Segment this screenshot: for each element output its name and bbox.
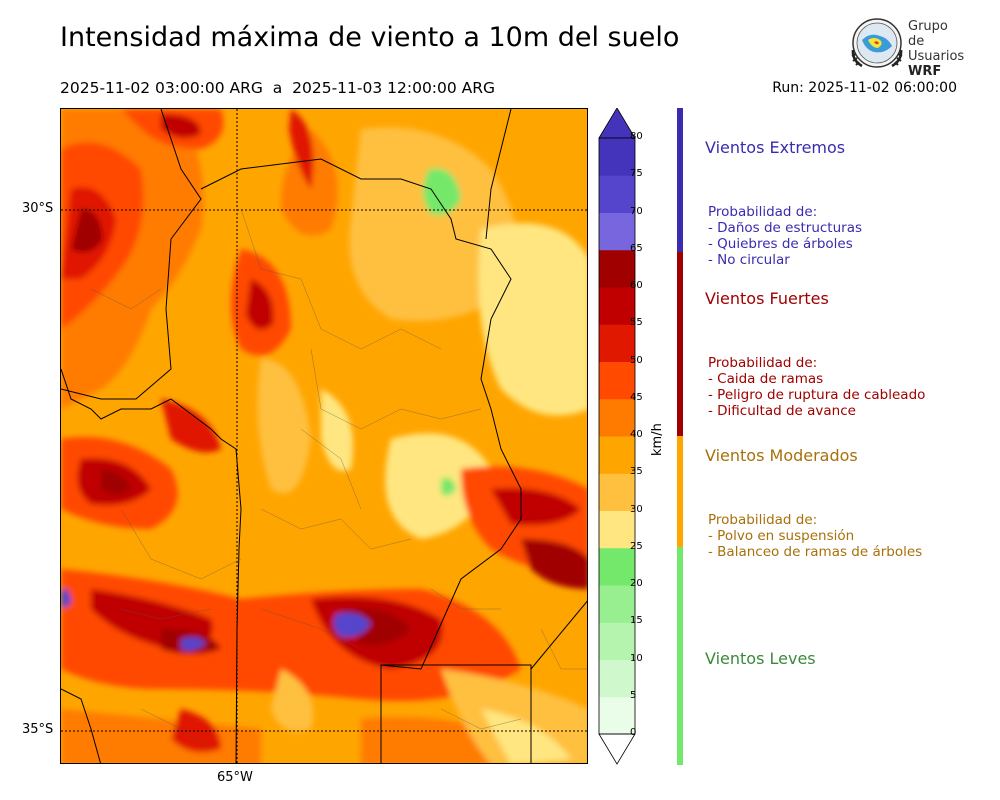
category-bar (677, 108, 683, 765)
wind-map (60, 108, 588, 764)
colorbar (598, 108, 636, 765)
colorbar-segment (599, 659, 635, 698)
borders (61, 109, 587, 763)
lat-label-30s: 30°S (22, 201, 54, 216)
run-time: Run: 2025-11-02 06:00:00 (772, 80, 957, 96)
colorbar-segment (599, 249, 635, 288)
colorbar-segment (599, 622, 635, 660)
category-moderate-title: Vientos Moderados (705, 446, 858, 465)
colorbar-tick-label: 50 (630, 354, 643, 366)
lon-label-65w: 65°W (217, 770, 253, 785)
colorbar-segment (599, 175, 635, 213)
colorbar-segment (599, 324, 635, 362)
colorbar-tick-label: 75 (630, 168, 643, 180)
colorbar-tick-label: 0 (630, 727, 637, 738)
category-strong-desc: Probabilidad de: - Caida de ramas - Peligr… (708, 355, 926, 419)
category-light-title: Vientos Leves (705, 649, 816, 668)
colorbar-ticks: 0 5 10 15 20 25 30 35 40 45 50 55 60 65 70 75 80 (630, 108, 650, 765)
colorbar-segment (599, 212, 635, 251)
graticule (61, 109, 587, 763)
wrf-logo: Grupo de Usuarios WRF (848, 16, 968, 79)
colorbar-tick-label: 60 (630, 280, 643, 291)
colorbar-tick-label: 35 (630, 466, 643, 478)
colorbar-tick-label: 55 (630, 317, 643, 329)
colorbar-tick-label: 70 (630, 205, 643, 217)
colorbar-tick-label: 15 (630, 615, 643, 627)
colorbar-segment (599, 510, 635, 549)
colorbar-segment (599, 398, 635, 437)
colorbar-segment (599, 473, 635, 511)
colorbar-segment (599, 287, 635, 325)
colorbar-tick-label: 25 (630, 540, 643, 552)
colorbar-segment (599, 696, 635, 735)
colorbar-tick-label: 30 (630, 503, 643, 515)
department-borders (90, 208, 587, 750)
colorbar-tick-label: 40 (630, 429, 643, 440)
colorbar-tick-label: 10 (630, 652, 643, 664)
colorbar-tick-label: 45 (630, 391, 643, 403)
colorbar-segment (599, 547, 635, 586)
forecast-period: 2025-11-02 03:00:00 ARG a 2025-11-03 12:… (60, 79, 496, 97)
colorbar-unit: km/h (650, 423, 665, 456)
colorbar-tick-label: 80 (630, 131, 643, 142)
map-title: Intensidad máxima de viento a 10m del su… (60, 22, 680, 53)
colorbar-segment (599, 138, 635, 176)
colorbar-frame (598, 137, 636, 735)
colorbar-segment (599, 585, 635, 623)
globe-logo-icon (851, 18, 903, 68)
category-strong-title: Vientos Fuertes (705, 289, 829, 308)
colorbar-tick-label: 20 (630, 578, 643, 589)
colorbar-segment (599, 436, 635, 474)
colorbar-tick-label: 5 (630, 689, 637, 701)
wind-field (61, 109, 587, 763)
lat-label-35s: 35°S (22, 722, 54, 737)
colorbar-segment (599, 361, 635, 400)
colorbar-tick-label: 65 (630, 242, 643, 254)
category-moderate-desc: Probabilidad de: - Polvo en suspensión - B… (708, 512, 923, 560)
category-extreme-title: Vientos Extremos (705, 138, 846, 157)
category-extreme-desc: Probabilidad de: - Daños de estructuras - … (708, 204, 863, 268)
logo-text: Grupo de Usuarios WRF (908, 19, 965, 79)
